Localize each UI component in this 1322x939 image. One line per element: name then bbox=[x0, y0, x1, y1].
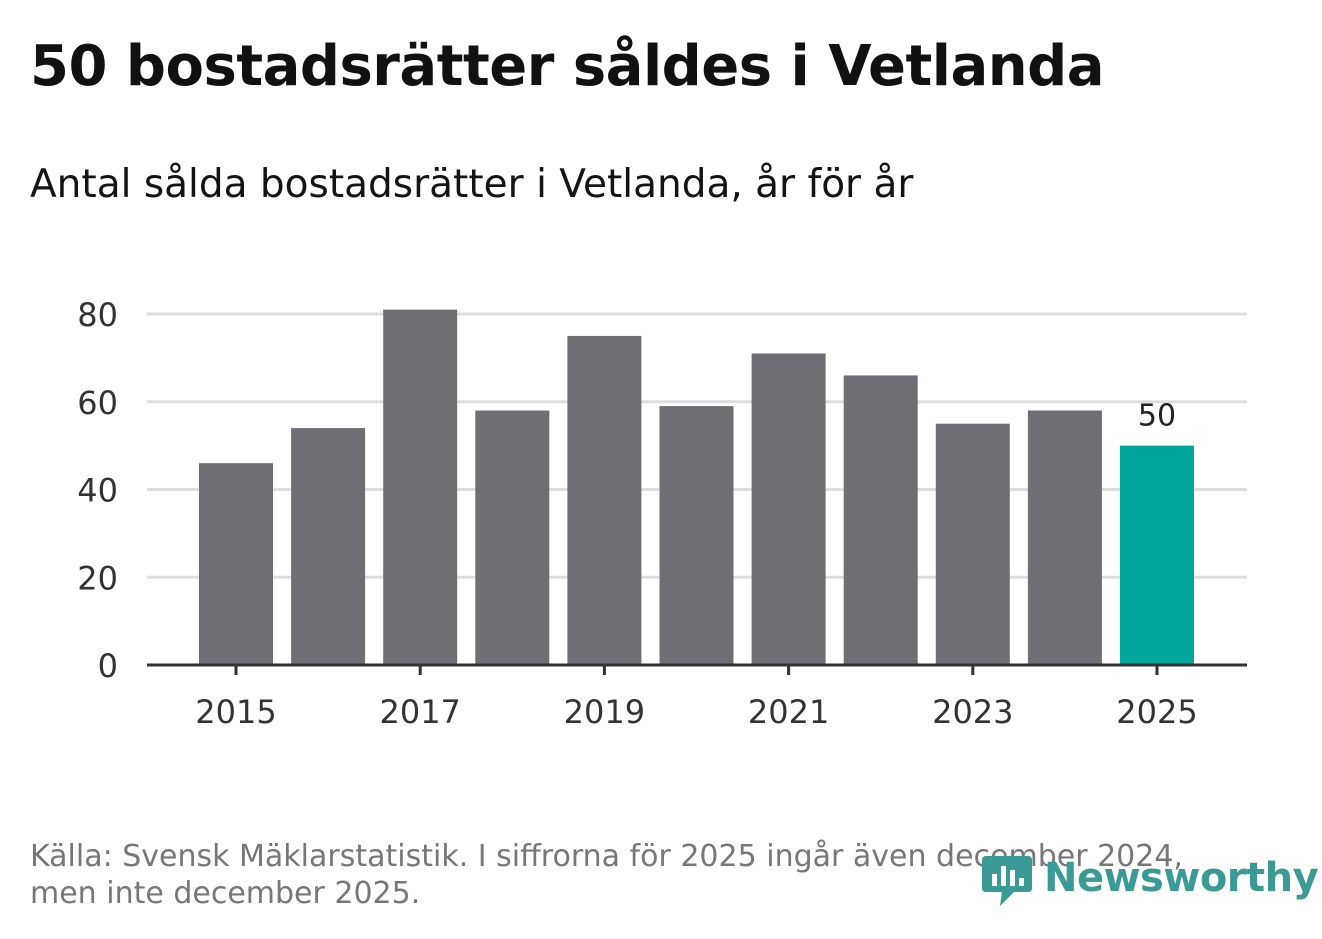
data-label: 50 bbox=[1138, 399, 1176, 434]
x-tick-label: 2015 bbox=[195, 693, 276, 731]
newsworthy-logo-icon bbox=[982, 856, 1032, 906]
bars bbox=[199, 309, 1194, 665]
y-tick-label: 80 bbox=[77, 296, 118, 334]
bar-2020 bbox=[659, 406, 734, 665]
bar-2018 bbox=[475, 410, 550, 665]
x-tick-label: 2023 bbox=[932, 693, 1013, 731]
x-tick-label: 2019 bbox=[564, 693, 645, 731]
bar-2015 bbox=[199, 463, 273, 665]
x-tick-label: 2017 bbox=[379, 693, 460, 731]
chart-subtitle: Antal sålda bostadsrätter i Vetlanda, år… bbox=[30, 162, 914, 207]
brand-name: Newsworthy bbox=[1044, 855, 1319, 901]
labels: 0 20 40 60 80 2015 2017 2019 2021 2023 2025 50 bbox=[77, 296, 1197, 731]
bar-2022 bbox=[843, 375, 918, 665]
source-line-2: men inte december 2025. bbox=[30, 876, 421, 911]
x-tick-label: 2021 bbox=[748, 693, 829, 731]
x-tick-label: 2025 bbox=[1116, 693, 1197, 731]
chart-title: 50 bostadsrätter såldes i Vetlanda bbox=[30, 34, 1105, 99]
bar-2025 bbox=[1120, 445, 1194, 665]
bar-2023 bbox=[935, 423, 1010, 665]
y-tick-label: 40 bbox=[77, 472, 118, 510]
bar-2021 bbox=[751, 353, 826, 665]
bar-2016 bbox=[291, 428, 366, 665]
brand-logo: Newsworthy bbox=[980, 848, 1319, 908]
bar-chart: 0 20 40 60 80 2015 2017 2019 2021 2023 2025 50 bbox=[77, 296, 1247, 731]
bar-2017 bbox=[383, 309, 458, 665]
y-tick-label: 60 bbox=[77, 384, 118, 422]
y-tick-label: 0 bbox=[98, 647, 118, 685]
axes bbox=[147, 663, 1247, 675]
bar-2019 bbox=[567, 335, 642, 665]
y-tick-label: 20 bbox=[77, 559, 118, 597]
bar-2024 bbox=[1027, 410, 1102, 665]
